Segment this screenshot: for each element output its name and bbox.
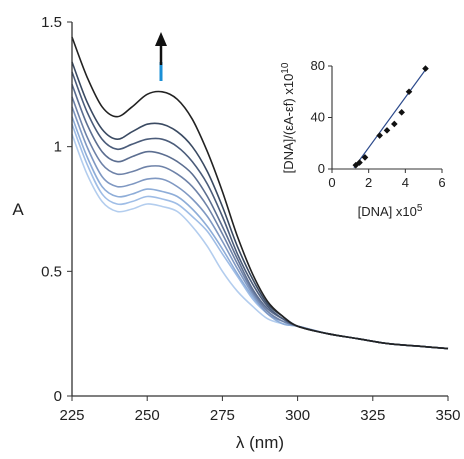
inset-x-tick-label: 6 (438, 175, 445, 190)
inset-chart: 0 40 80 0 2 4 6 [DNA] x105 [DNA]/(εA-εf) x101… (280, 58, 446, 219)
inset-data-point (398, 109, 405, 116)
main-y-axis-label: A (12, 200, 24, 219)
main-x-axis-label: λ (nm) (236, 433, 284, 452)
inset-x-axis-label: [DNA] x105 (358, 203, 423, 219)
x-tick-label: 350 (435, 407, 460, 424)
inset-data-point (391, 120, 398, 128)
inset-plot-area (352, 65, 429, 169)
inset-data-point (405, 88, 413, 96)
spectra-series-group (71, 36, 449, 350)
main-y-ticks: 0 0.5 1 1.5 (41, 14, 72, 405)
x-tick-label: 250 (135, 407, 160, 424)
y-tick-label: 0 (54, 388, 62, 405)
main-x-ticks: 225 250 275 300 325 350 (59, 396, 461, 424)
inset-x-tick-label: 2 (365, 175, 372, 190)
inset-data-point (422, 65, 429, 72)
inset-y-ticks: 0 40 80 (311, 58, 332, 176)
inset-y-axis-label: [DNA]/(εA-εf) x1010 (280, 62, 296, 173)
inset-data-point (383, 127, 391, 134)
inset-x-tick-label: 0 (328, 175, 335, 190)
x-tick-label: 300 (285, 407, 310, 424)
x-tick-label: 225 (59, 407, 84, 424)
inset-y-tick-label: 40 (311, 110, 325, 125)
inset-y-tick-label: 80 (311, 58, 325, 73)
main-chart: 0 0.5 1 1.5 225 250 275 300 325 350 A λ (nm) (12, 14, 460, 452)
inset-data-point (361, 154, 369, 161)
inset-data-point (352, 161, 360, 169)
inset-data-point (356, 159, 363, 166)
x-tick-label: 275 (210, 407, 235, 424)
y-tick-label: 0.5 (41, 263, 62, 280)
spectrum-line-9 (71, 133, 449, 350)
y-tick-label: 1.5 (41, 14, 62, 31)
x-tick-label: 325 (360, 407, 385, 424)
y-tick-label: 1 (54, 139, 62, 156)
inset-x-ticks: 0 2 4 6 (328, 169, 446, 190)
up-arrow-icon (155, 32, 167, 81)
inset-fit-line (353, 66, 428, 169)
spectrum-line-1 (71, 36, 449, 350)
inset-data-point (376, 132, 383, 139)
inset-y-tick-label: 0 (318, 161, 325, 176)
inset-x-tick-label: 4 (402, 175, 409, 190)
